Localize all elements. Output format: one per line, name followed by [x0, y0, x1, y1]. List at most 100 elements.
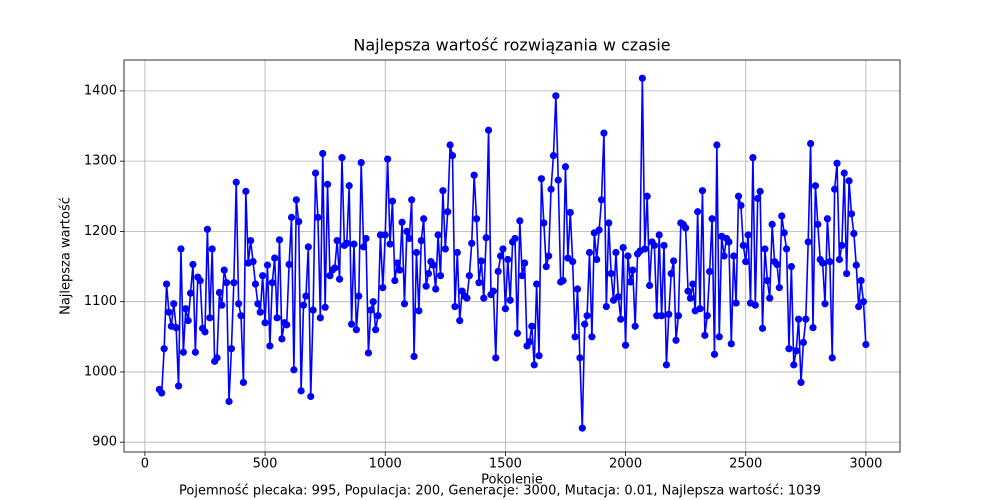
data-point — [444, 208, 452, 216]
data-point — [658, 312, 666, 320]
data-point — [778, 212, 786, 220]
data-point — [600, 129, 608, 137]
data-point — [304, 243, 312, 251]
data-point — [763, 276, 771, 285]
data-point — [847, 210, 856, 218]
data-point — [369, 298, 377, 306]
data-point — [436, 272, 445, 280]
data-point — [362, 234, 370, 243]
data-point — [742, 258, 750, 266]
data-point — [417, 236, 425, 245]
data-point — [581, 320, 589, 328]
data-point — [775, 284, 783, 292]
data-point — [299, 301, 308, 309]
data-point — [585, 248, 594, 257]
data-point — [256, 308, 264, 316]
x-tick-label: 2000 — [609, 457, 642, 472]
data-point — [819, 259, 827, 267]
data-point — [470, 171, 478, 179]
data-point — [518, 272, 526, 280]
data-point — [785, 345, 793, 353]
data-point — [352, 326, 360, 334]
data-point — [650, 241, 658, 250]
data-point — [542, 262, 550, 271]
data-point — [504, 255, 512, 264]
data-point — [862, 340, 870, 349]
chart-title: Najlepsza wartość rozwiązania w czasie — [353, 36, 670, 55]
data-point — [768, 220, 776, 228]
data-point — [323, 180, 332, 188]
data-point — [655, 231, 663, 239]
data-point — [720, 252, 728, 260]
data-point — [266, 342, 274, 350]
data-point — [667, 269, 675, 278]
data-point — [415, 307, 423, 315]
data-point — [684, 287, 692, 295]
data-point — [617, 315, 625, 323]
data-point — [278, 335, 286, 343]
data-point — [821, 300, 829, 308]
data-point — [227, 345, 236, 353]
data-point — [275, 236, 284, 244]
data-point — [482, 234, 490, 242]
data-point — [297, 387, 305, 395]
data-point — [213, 354, 221, 362]
data-point — [434, 231, 442, 239]
data-point — [614, 293, 622, 301]
data-point — [703, 312, 711, 320]
data-point — [631, 322, 639, 330]
data-point — [516, 217, 524, 225]
data-point — [249, 258, 257, 266]
data-point — [283, 321, 291, 329]
data-point — [758, 324, 767, 332]
data-point — [698, 187, 707, 195]
data-point — [292, 196, 300, 204]
data-point — [576, 354, 584, 362]
data-point — [689, 280, 697, 288]
data-point — [360, 243, 368, 251]
data-point — [403, 227, 411, 236]
data-point — [561, 163, 570, 171]
data-point — [701, 331, 709, 339]
data-point — [727, 340, 735, 348]
data-point — [799, 338, 807, 347]
data-point — [263, 261, 272, 269]
data-point — [521, 259, 529, 267]
data-point — [794, 315, 803, 323]
data-point — [347, 320, 356, 328]
data-point — [451, 302, 459, 311]
data-point — [706, 267, 714, 276]
data-point — [432, 285, 440, 293]
data-point — [593, 255, 601, 264]
data-point — [307, 392, 315, 401]
data-point — [511, 234, 519, 243]
data-point — [595, 226, 603, 234]
data-point — [201, 328, 209, 336]
data-point — [208, 245, 216, 253]
data-point — [309, 306, 317, 314]
data-point — [405, 234, 413, 243]
data-point — [186, 289, 195, 297]
data-point — [665, 310, 673, 318]
data-point — [230, 279, 238, 287]
data-point — [494, 267, 502, 276]
data-point — [672, 336, 680, 344]
data-point — [496, 252, 505, 260]
data-point — [662, 361, 671, 369]
data-point — [388, 197, 397, 205]
data-point — [547, 185, 555, 193]
data-point — [343, 239, 351, 247]
data-point — [643, 192, 651, 200]
data-point — [828, 354, 836, 362]
data-point — [314, 213, 322, 221]
data-point — [528, 322, 536, 330]
data-point — [316, 314, 324, 322]
data-point — [232, 178, 240, 186]
data-point — [506, 296, 514, 304]
data-point — [751, 301, 759, 309]
data-point — [708, 215, 716, 223]
data-point — [400, 300, 409, 308]
data-point — [321, 303, 329, 311]
data-point — [674, 312, 683, 320]
